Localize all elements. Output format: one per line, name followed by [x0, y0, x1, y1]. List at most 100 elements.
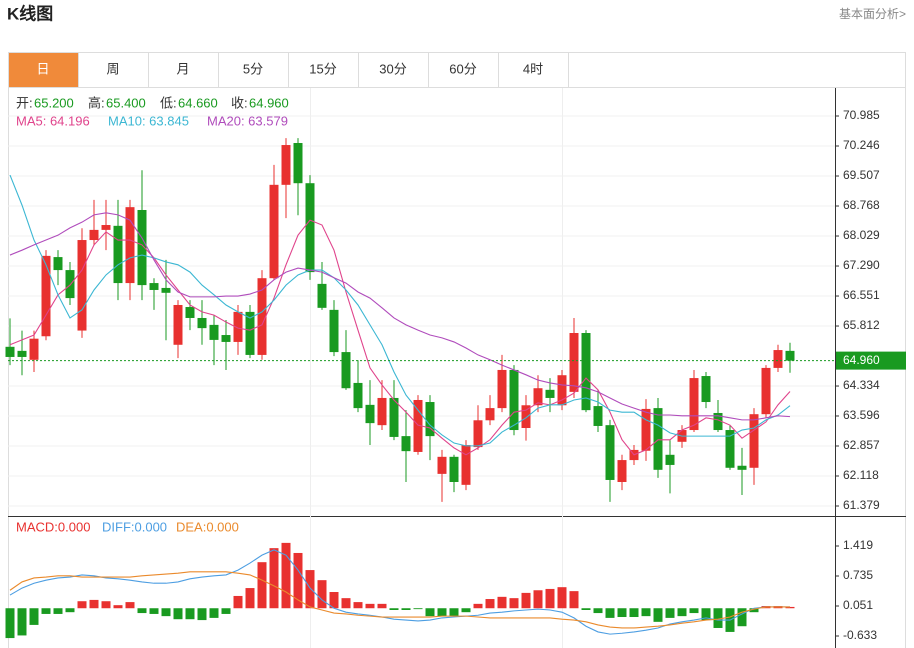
candle-body: [125, 207, 135, 284]
macd-bar: [137, 608, 147, 614]
candle-body: [53, 257, 63, 271]
macd-bar: [449, 608, 459, 617]
macd-bar: [569, 591, 579, 609]
macd-bar: [221, 608, 231, 614]
macd-bar: [665, 608, 675, 618]
candle-body: [353, 382, 363, 409]
y-tick-label: 65.812: [843, 318, 880, 332]
candle-body: [245, 311, 255, 355]
legend-entry: MA10: 63.845: [108, 113, 189, 128]
macd-line: [9, 571, 790, 629]
y-tick-label: 1.419: [843, 538, 873, 552]
legend-entry: DEA:0.000: [176, 519, 239, 534]
macd-bar: [677, 608, 687, 617]
macd-bar: [341, 598, 351, 609]
y-tick-label: 62.118: [843, 468, 879, 482]
candle-body: [413, 399, 423, 452]
candle-body: [569, 333, 579, 392]
ma-line: [9, 174, 791, 447]
candle-body: [581, 333, 591, 411]
macd-bar: [437, 608, 447, 617]
macd-bar: [149, 608, 159, 614]
macd-bar: [401, 608, 411, 610]
candle-body: [257, 278, 267, 355]
y-tick-label: 68.768: [843, 198, 880, 212]
tab-label[interactable]: 30分: [379, 61, 406, 76]
candle-body: [173, 304, 183, 345]
candle-body: [365, 404, 375, 424]
candle-body: [377, 397, 387, 426]
macd-bar: [425, 608, 435, 617]
legend-entry: DIFF:0.000: [102, 519, 167, 534]
macd-bar: [461, 608, 471, 613]
candle-body: [269, 184, 279, 279]
candle-body: [305, 183, 315, 273]
y-tick-label: 70.246: [843, 138, 880, 152]
candle-body: [185, 307, 195, 318]
candle-body: [101, 225, 111, 230]
macd-bar: [785, 606, 795, 609]
y-tick-label: 67.290: [843, 258, 880, 272]
candle-body: [137, 209, 147, 286]
candle-body: [497, 369, 507, 409]
candle-body: [293, 143, 303, 184]
macd-bar: [65, 608, 75, 613]
macd-bar: [701, 608, 711, 621]
candle-body: [221, 335, 231, 342]
tab[interactable]: [78, 52, 149, 88]
candle-body: [41, 255, 51, 337]
tab[interactable]: [498, 52, 569, 88]
info-label: 低:: [160, 95, 177, 110]
fundamental-link[interactable]: 基本面分析>: [839, 7, 906, 21]
candle-body: [341, 352, 351, 389]
macd-bar: [653, 608, 663, 622]
candle-body: [737, 465, 747, 470]
tab[interactable]: [148, 52, 219, 88]
last-price-label: 64.960: [843, 353, 880, 367]
macd-bar: [545, 588, 555, 609]
candle-body: [437, 456, 447, 474]
macd-bar: [713, 608, 723, 628]
tab[interactable]: [8, 52, 79, 88]
tab[interactable]: [288, 52, 359, 88]
macd-bar: [737, 608, 747, 627]
macd-bar: [485, 599, 495, 609]
tab-label[interactable]: 日: [36, 61, 49, 76]
macd-bar: [581, 608, 591, 610]
macd-bar: [605, 608, 615, 618]
tab-label[interactable]: 5分: [243, 61, 263, 76]
info-label: 高:: [88, 95, 105, 110]
tab-label[interactable]: 4时: [523, 61, 543, 76]
legend-entry: MACD:0.000: [16, 519, 90, 534]
candle-body: [149, 283, 159, 290]
macd-bar: [125, 602, 135, 609]
macd-bar: [377, 603, 387, 609]
ma-line: [9, 212, 791, 421]
tab[interactable]: [428, 52, 499, 88]
tab-label[interactable]: 周: [106, 61, 119, 76]
candle-body: [233, 311, 243, 342]
macd-bar: [269, 548, 279, 609]
macd-bar: [317, 580, 327, 609]
macd-bar: [329, 592, 339, 609]
y-tick-label: 70.985: [843, 108, 880, 122]
y-tick-label: 66.551: [843, 288, 880, 302]
y-tick-label: 64.334: [843, 378, 880, 392]
macd-bar: [365, 603, 375, 609]
candle-body: [473, 420, 483, 448]
candle-body: [521, 405, 531, 429]
candle-body: [773, 350, 783, 368]
tab-label[interactable]: 15分: [309, 61, 336, 76]
macd-bar: [641, 608, 651, 617]
candle-body: [509, 369, 519, 431]
macd-bar: [5, 608, 15, 639]
tab-label[interactable]: 月: [176, 61, 189, 76]
candle-body: [713, 412, 723, 431]
tab-label[interactable]: 60分: [449, 61, 476, 76]
y-tick-label: 0.051: [843, 598, 873, 612]
macd-bar: [245, 588, 255, 609]
candle-body: [749, 414, 759, 468]
macd-bar: [497, 596, 507, 609]
chart-frame: [8, 52, 906, 648]
